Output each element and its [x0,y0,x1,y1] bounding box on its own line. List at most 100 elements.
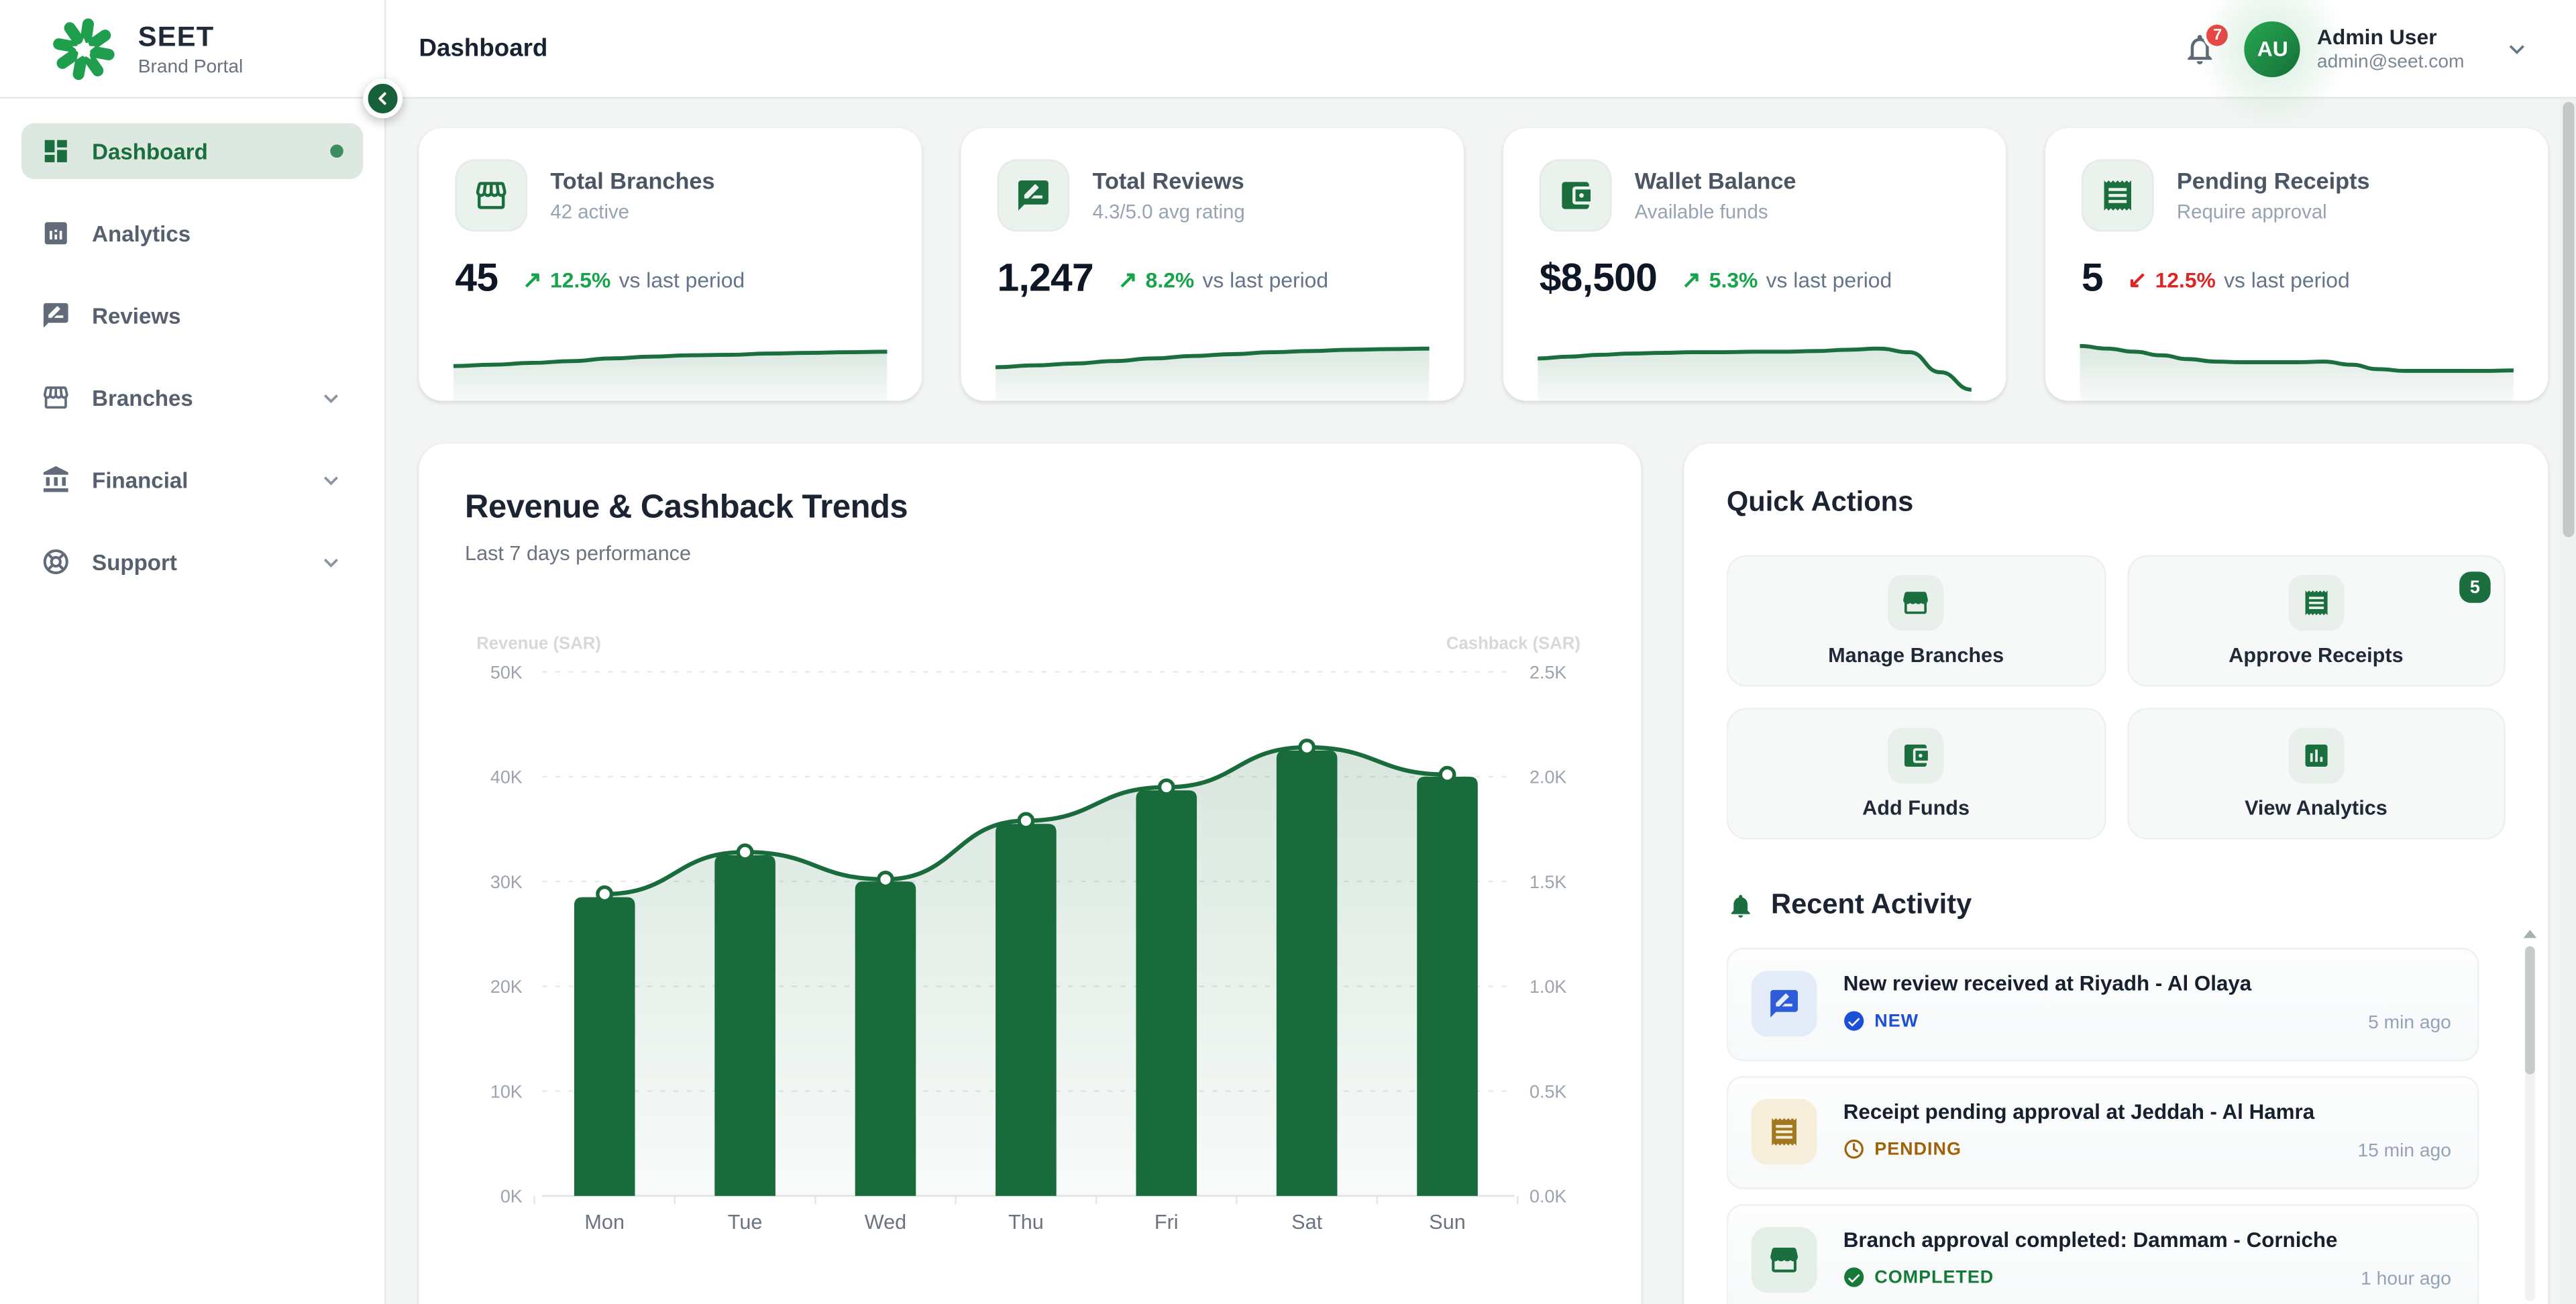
sidebar-item-label: Dashboard [92,138,208,164]
quick-actions-title: Quick Actions [1726,486,1914,518]
scrollbar-thumb[interactable] [2562,101,2574,537]
trend-label: vs last period [619,266,745,292]
stat-value: $8,500 [1539,256,1658,301]
trend-percent: 5.3% [1709,266,1758,292]
stat-value: 5 [2081,256,2104,301]
trend-percent: 12.5% [550,266,611,292]
stat-trend: ↗ 5.3% vs last period [1682,266,1892,294]
action-label: Add Funds [1862,796,1970,820]
chart-title: Revenue & Cashback Trends [465,489,908,526]
sidebar-item-label: Branches [92,385,193,411]
bank-icon [43,466,68,492]
activity-list: New review received at Riyadh - Al Olaya… [1726,948,2506,1304]
brand-name: SEET [138,20,215,52]
trend-up-icon: ↗ [523,265,542,292]
stat-card-total-branches: Total Branches 42 active 45 ↗ 12.5% vs l… [419,128,922,401]
trend-label: vs last period [2224,266,2350,292]
view-analytics-button[interactable]: View Analytics [2127,708,2506,840]
trend-down-icon: ↙ [2127,265,2147,292]
manage-branches-button[interactable]: Manage Branches [1726,555,2106,687]
activity-status: NEW [1874,1011,1919,1031]
activity-item-new-review[interactable]: New review received at Riyadh - Al Olaya… [1726,948,2479,1062]
approve-receipts-button[interactable]: Approve Receipts 5 [2127,555,2506,687]
add-funds-button[interactable]: Add Funds [1726,708,2106,840]
sidebar-item-analytics[interactable]: Analytics [21,205,363,261]
dashboard-icon [44,140,67,162]
trend-up-icon: ↗ [1681,265,1701,292]
sidebar-item-dashboard[interactable]: Dashboard [21,123,364,179]
stat-trend: ↙ 12.5% vs last period [2128,266,2350,294]
seet-logo-icon [53,17,115,79]
sidebar-item-support[interactable]: Support [21,534,363,590]
revenue-cashback-chart-card: Revenue & Cashback Trends Last 7 days pe… [419,443,1642,1304]
brand-logo-block: SEET Brand Portal [0,0,385,99]
stat-trend: ↗ 12.5% vs last period [523,266,745,294]
sidebar-item-label: Support [92,549,177,574]
sidebar-item-branches[interactable]: Branches [21,370,363,425]
page-scrollbar[interactable] [2559,98,2576,1304]
stat-subtitle: Require approval [2176,200,2327,224]
notification-count-badge: 7 [2203,20,2232,49]
chart-subtitle: Last 7 days performance [465,542,691,565]
stat-subtitle: 42 active [550,200,630,224]
stat-title: Wallet Balance [1634,167,1796,194]
sparkline-chart [1538,346,1972,401]
activity-item-receipt-pending[interactable]: Receipt pending approval at Jeddah - Al … [1726,1076,2479,1190]
svg-text:2.0K: 2.0K [1529,767,1566,787]
svg-text:0.5K: 0.5K [1529,1081,1566,1101]
svg-text:0K: 0K [500,1187,523,1207]
svg-text:1.5K: 1.5K [1529,872,1566,892]
sidebar-item-reviews[interactable]: Reviews [21,288,363,343]
activity-time: 5 min ago [2368,1014,2451,1034]
activity-item-branch-approved[interactable]: Branch approval completed: Dammam - Corn… [1726,1204,2479,1304]
chevron-down-icon [323,557,338,567]
sidebar-item-label: Analytics [92,221,191,246]
chevron-left-icon [378,92,386,105]
storefront-icon [455,159,528,232]
svg-text:20K: 20K [490,977,523,997]
chevron-down-icon [2509,44,2524,54]
stat-value: 1,247 [997,256,1094,301]
action-label: Manage Branches [1828,644,2004,667]
svg-text:Thu: Thu [1008,1211,1044,1234]
sidebar-collapse-button[interactable] [363,78,403,119]
sidebar-nav: Dashboard Analytics Reviews Branches Fin… [0,99,384,590]
stats-row: Total Branches 42 active 45 ↗ 12.5% vs l… [419,128,2548,401]
notifications-button[interactable]: 7 [2182,20,2232,66]
active-indicator-dot [330,144,343,158]
svg-text:Cashback (SAR): Cashback (SAR) [1446,634,1580,653]
stat-trend: ↗ 8.2% vs last period [1118,266,1328,294]
top-header: Dashboard 7 AU Admin User admin@seet.com [386,0,2576,127]
scrollbar-thumb[interactable] [2525,946,2535,1075]
stat-subtitle: Available funds [1634,200,1768,224]
activity-time: 15 min ago [2357,1142,2451,1162]
recent-activity-title: Recent Activity [1771,888,1972,920]
brand-tagline: Brand Portal [138,56,244,76]
pending-count-badge: 5 [2459,572,2491,603]
rate-review-icon [1751,971,1817,1037]
trend-label: vs last period [1202,266,1329,292]
chevron-down-icon [323,393,338,402]
stat-card-total-reviews: Total Reviews 4.3/5.0 avg rating 1,247 ↗… [961,128,1464,401]
wallet-icon [1888,727,1944,784]
user-menu[interactable]: AU Admin User admin@seet.com [2194,0,2530,127]
sidebar-item-financial[interactable]: Financial [21,451,363,507]
storefront-icon [43,386,68,409]
svg-text:Revenue (SAR): Revenue (SAR) [476,634,601,653]
storefront-icon [1751,1227,1817,1293]
sparkline-chart [996,346,1430,401]
activity-list-scrollbar[interactable] [2523,930,2537,1301]
svg-text:40K: 40K [490,767,523,787]
analytics-icon [44,222,67,245]
sparkline-chart [2080,343,2514,401]
clock-icon [1844,1139,1864,1159]
activity-status: COMPLETED [1874,1267,1994,1287]
scroll-up-arrow-icon [2523,930,2537,938]
stat-title: Pending Receipts [2176,167,2370,194]
sidebar-item-label: Reviews [92,303,181,328]
page-title: Dashboard [419,34,548,63]
user-email: admin@seet.com [2316,52,2465,72]
svg-text:0.0K: 0.0K [1529,1187,1566,1207]
quick-actions-card: Quick Actions Manage Branches Approve Re… [1684,443,2548,1304]
